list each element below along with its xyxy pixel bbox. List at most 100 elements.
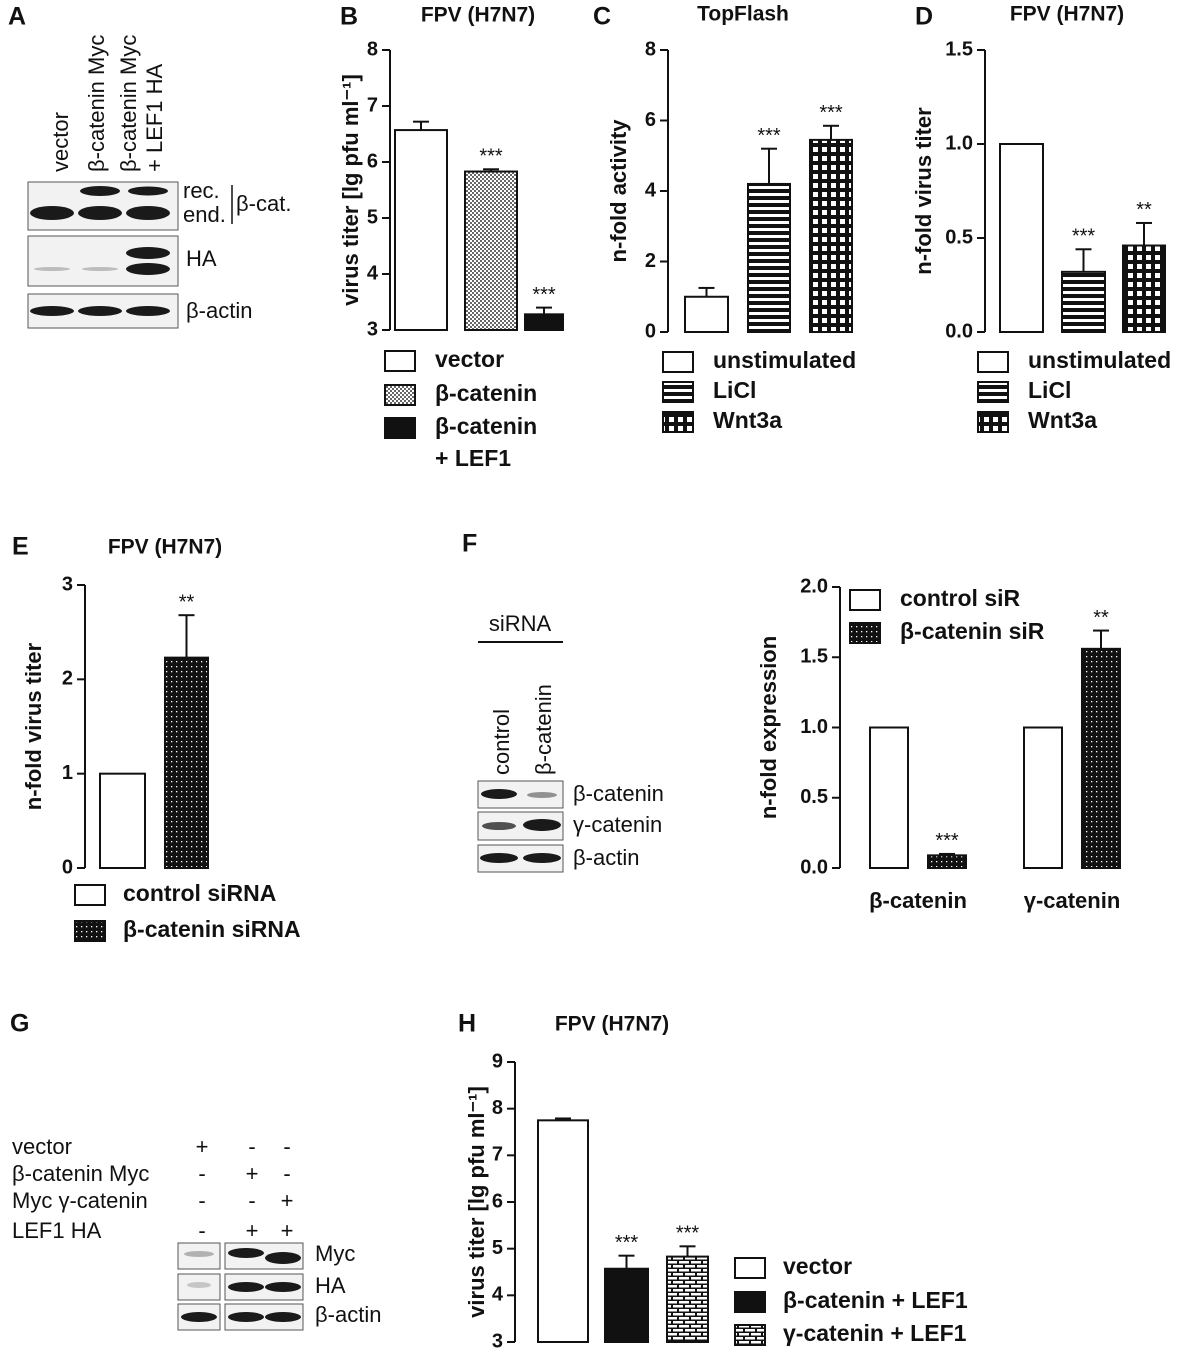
condition-label: LEF1 HA: [12, 1218, 102, 1243]
legend-label: γ-catenin + LEF1: [783, 1320, 967, 1346]
legend-swatch: [384, 350, 416, 372]
chart-title: FPV (H7N7): [108, 536, 222, 559]
panel-letter: A: [8, 3, 26, 31]
legend-swatch: [662, 381, 694, 403]
chart-title: FPV (H7N7): [421, 4, 535, 27]
blot-label: β-actin: [186, 298, 252, 323]
lane-label: vector: [48, 112, 73, 172]
legend-swatch: [849, 589, 881, 611]
blot-label: HA: [186, 246, 217, 271]
y-tick-label: 0.0: [945, 320, 973, 342]
bar: [1023, 726, 1063, 869]
legend-label: β-catenin + LEF1: [435, 413, 537, 471]
blot-label: β-actin: [573, 845, 639, 870]
legend-label: β-catenin siRNA: [123, 916, 301, 942]
y-tick-label: 2.0: [800, 575, 828, 597]
lane-label: β-catenin Myc+ LEF1 HA: [116, 35, 167, 172]
condition-sign: -: [248, 1188, 255, 1213]
y-tick-label: 1.0: [945, 132, 973, 154]
lane-label: β-catenin: [531, 684, 556, 775]
y-tick-label: 4: [492, 1284, 504, 1306]
y-axis-title: n-fold expression: [756, 636, 781, 819]
chart-title: TopFlash: [697, 3, 789, 26]
y-tick-label: 3: [62, 573, 73, 595]
bar: [537, 1119, 589, 1344]
panel-letter: D: [915, 3, 933, 31]
bar: [809, 138, 853, 333]
bar: [164, 656, 209, 869]
y-tick-label: 5: [367, 206, 378, 228]
y-tick-label: 0.0: [800, 856, 828, 878]
significance: ***: [819, 102, 843, 124]
legend-label: LiCl: [713, 377, 756, 403]
y-axis-title: virus titer [lg pfu ml⁻¹]: [464, 1086, 489, 1318]
legend-swatch: [849, 622, 881, 644]
condition-sign: -: [198, 1188, 205, 1213]
legend-swatch: [977, 351, 1009, 373]
panel-letter: C: [593, 3, 611, 31]
y-tick-label: 1.0: [800, 716, 828, 738]
significance: **: [1136, 199, 1152, 221]
y-tick-label: 0.5: [800, 786, 828, 808]
bar: [99, 772, 146, 870]
legend-swatch: [384, 384, 416, 406]
condition-sign: -: [283, 1134, 290, 1159]
legend-label: Wnt3a: [1028, 407, 1097, 433]
condition-sign: +: [246, 1218, 259, 1243]
bar: [464, 170, 518, 331]
lane-label: β-catenin Myc: [84, 35, 109, 172]
blot: [177, 1242, 304, 1331]
y-tick-label: 1.5: [945, 38, 973, 60]
y-tick-label: 2: [645, 250, 656, 272]
legend-swatch: [734, 1257, 766, 1279]
blot-label: HA: [315, 1273, 346, 1298]
blot: [27, 181, 233, 329]
y-tick-label: 7: [367, 94, 378, 116]
y-tick-label: 8: [645, 38, 656, 60]
significance: **: [1093, 607, 1109, 629]
blot-label: γ-catenin: [573, 812, 662, 837]
bar: [1081, 647, 1121, 869]
blot: [477, 780, 564, 873]
lane-label: control: [489, 709, 514, 775]
x-tick-label: γ-catenin: [1024, 888, 1121, 913]
y-tick-label: 6: [645, 109, 656, 131]
legend-label: unstimulated: [1028, 347, 1171, 373]
legend-swatch: [734, 1324, 766, 1346]
blot-label: end.: [183, 202, 226, 227]
legend-swatch: [74, 920, 106, 942]
y-tick-label: 3: [367, 318, 378, 340]
y-axis-title: n-fold activity: [606, 119, 631, 263]
bar: [869, 726, 909, 869]
panel-letter: F: [462, 530, 477, 558]
y-tick-label: 4: [645, 179, 657, 201]
y-tick-label: 8: [367, 38, 378, 60]
panel-letter: H: [458, 1010, 476, 1038]
condition-sign: -: [248, 1134, 255, 1159]
y-tick-label: 1.5: [800, 646, 828, 668]
chart-title: FPV (H7N7): [555, 1013, 669, 1036]
legend-label: control siR: [900, 585, 1021, 611]
legend-label: vector: [783, 1253, 852, 1279]
y-tick-label: 9: [492, 1050, 503, 1072]
legend-swatch: [662, 411, 694, 433]
y-tick-label: 6: [492, 1190, 503, 1212]
y-tick-label: 6: [367, 150, 378, 172]
blot-header: siRNA: [489, 611, 552, 636]
y-tick-label: 8: [492, 1097, 503, 1119]
blot-label: β-catenin: [573, 781, 664, 806]
legend-label: β-catenin: [435, 380, 537, 406]
significance: ***: [532, 284, 556, 306]
condition-label: β-catenin Myc: [12, 1161, 149, 1186]
bar: [1122, 244, 1166, 334]
significance: ***: [757, 125, 781, 147]
legend-label: vector: [435, 346, 504, 372]
significance: **: [179, 591, 195, 613]
bar: [524, 313, 564, 332]
condition-label: vector: [12, 1134, 72, 1159]
y-tick-label: 0: [62, 856, 73, 878]
significance: ***: [615, 1232, 639, 1254]
y-axis-title: virus titer [lg pfu ml⁻¹]: [338, 74, 363, 306]
y-tick-label: 2: [62, 668, 73, 690]
